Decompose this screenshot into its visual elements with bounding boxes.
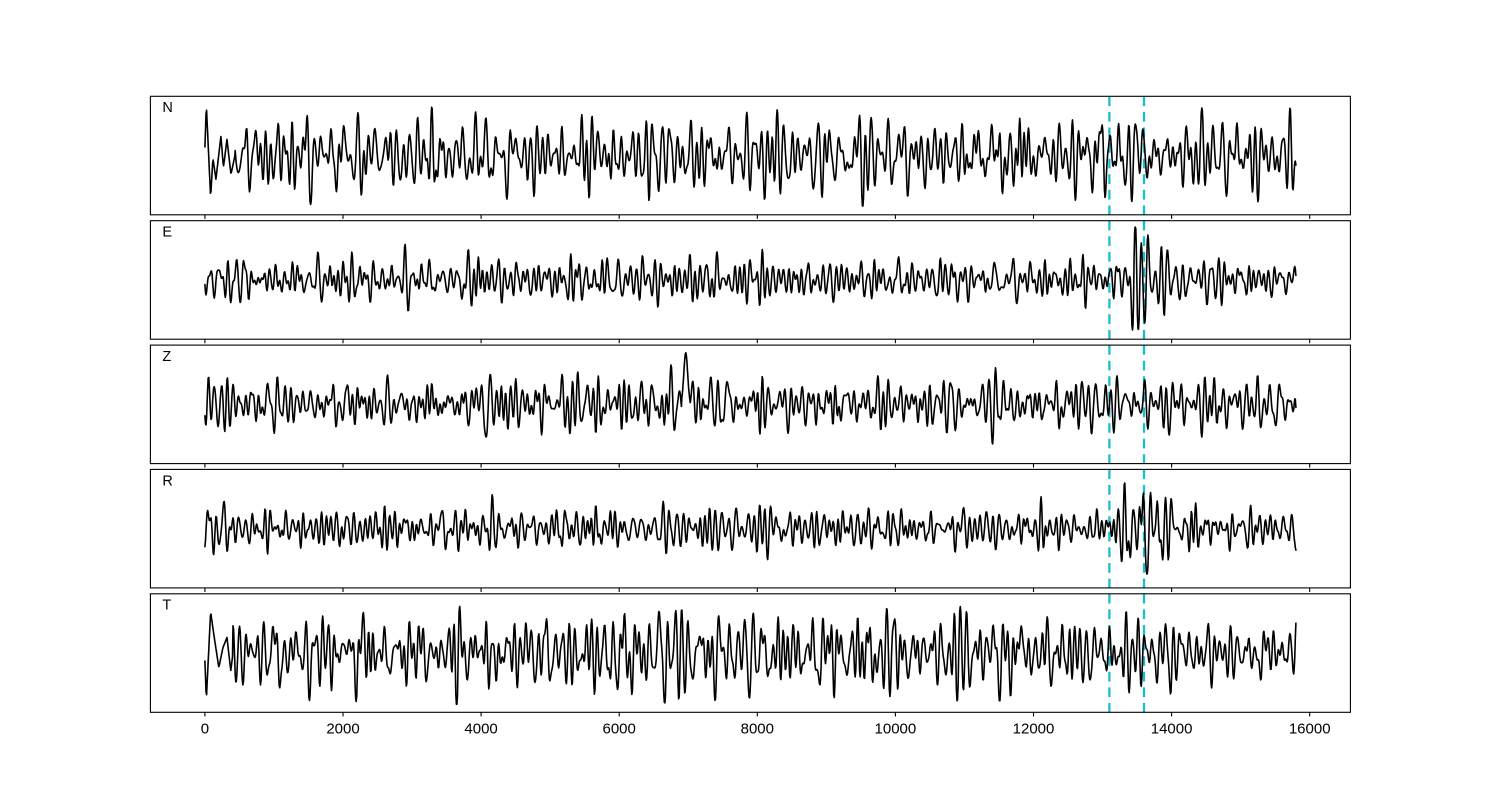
- svg-text:T: T: [162, 598, 171, 614]
- svg-text:E: E: [162, 225, 172, 241]
- svg-text:8000: 8000: [741, 720, 774, 737]
- svg-text:12000: 12000: [1013, 720, 1055, 737]
- svg-text:Z: Z: [162, 349, 171, 365]
- svg-text:6000: 6000: [603, 720, 636, 737]
- svg-text:N: N: [162, 100, 172, 116]
- svg-text:16000: 16000: [1289, 720, 1331, 737]
- svg-text:R: R: [162, 473, 172, 489]
- svg-text:4000: 4000: [464, 720, 497, 737]
- svg-text:10000: 10000: [875, 720, 917, 737]
- svg-text:14000: 14000: [1151, 720, 1193, 737]
- svg-text:0: 0: [201, 720, 209, 737]
- svg-text:2000: 2000: [326, 720, 359, 737]
